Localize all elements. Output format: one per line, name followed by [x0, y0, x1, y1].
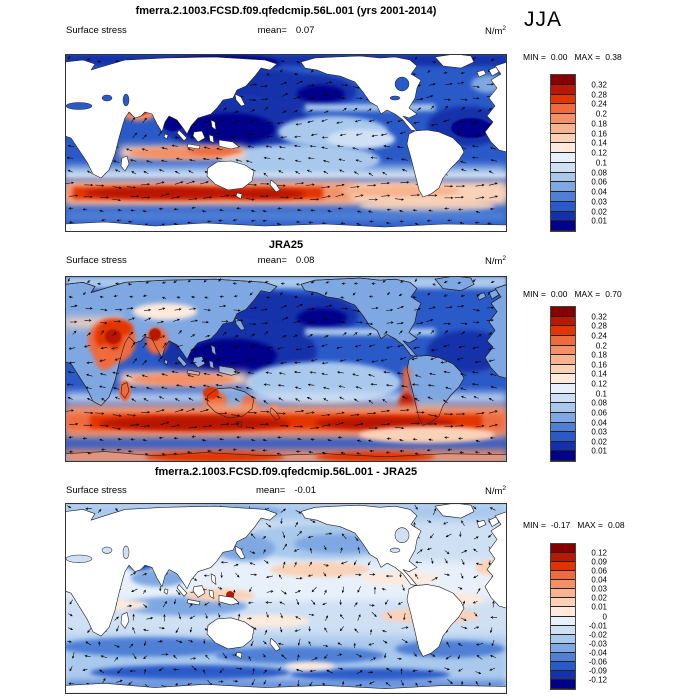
colorbar-tick-label: 0.16: [591, 360, 607, 370]
colorbar-tick-label: 0.04: [591, 187, 607, 197]
colorbar-tick-label: 0.12: [591, 548, 607, 558]
season-label: JJA: [524, 8, 563, 31]
colorbar-tick-label: 0.24: [591, 331, 607, 341]
colorbar-tick-label: 0.03: [591, 197, 607, 207]
panel2-mean: mean= 0.08: [257, 255, 315, 266]
colorbar-tick-label: 0.28: [591, 90, 607, 99]
colorbar-tick-label: 0.32: [591, 80, 607, 90]
colorbar-tick-label: -0.02: [588, 630, 607, 640]
colorbar-tick-label: 0.09: [591, 557, 607, 567]
map-jra25: [65, 276, 507, 462]
colorbar-tick-label: 0.02: [591, 593, 607, 603]
panel2-units: N/m2: [484, 255, 506, 268]
map-difference: [65, 503, 507, 694]
colorbar-tick-label: 0.16: [591, 129, 607, 138]
panel1-title: fmerra.2.1003.FCSD.f09.qfedcmip.56L.001 …: [135, 5, 437, 17]
colorbar-tick-label: 0.28: [591, 321, 607, 331]
colorbar-tick-label: 0.01: [591, 446, 607, 456]
colorbar-tick-label: 0.08: [591, 398, 607, 408]
panel3-units: N/m2: [484, 485, 506, 498]
colorbar-tick-label: 0.1: [595, 389, 607, 399]
panel3-title: fmerra.2.1003.FCSD.f09.qfedcmip.56L.001 …: [154, 466, 418, 478]
colorbar-tick-label: 0.01: [591, 216, 607, 226]
panel3-subtitle: Surface stress mean= -0.01 N/m2: [66, 485, 506, 497]
colorbar-tick-label: 0.1: [595, 158, 607, 168]
colorbar-tick-label: 0.12: [591, 148, 607, 158]
panel3-variable-label: Surface stress: [66, 485, 127, 496]
panel1-units: N/m2: [484, 25, 506, 38]
colorbar-model: 0.32 0.28 0.24 0.2 0.18 0.16 0.14 0.12 0.1 0.08 0.…: [550, 74, 607, 232]
colorbar-tick-label: -0.09: [588, 666, 607, 676]
colorbar-difference: 0.12 0.09 0.06 0.04 0.03 0.02 0.01 0 -0.01 -0.02-…: [550, 543, 607, 690]
colorbar-tick-label: 0.2: [595, 109, 607, 119]
map-model: [65, 54, 507, 232]
panel1-mean: mean= 0.07: [257, 25, 315, 36]
panel2-minmax: MIN = 0.00 MAX = 0.70: [523, 289, 622, 299]
colorbar-tick-label: 0.32: [591, 312, 607, 322]
colorbar-tick-label: 0.14: [591, 369, 607, 379]
colorbar-tick-label: 0.04: [591, 575, 607, 585]
panel3-mean: mean= -0.01: [256, 485, 316, 496]
colorbar-tick-label: -0.12: [588, 675, 607, 685]
colorbar-tick-label: 0: [602, 612, 607, 621]
colorbar-tick-label: -0.03: [588, 639, 607, 649]
colorbar-tick-label: -0.01: [588, 621, 607, 631]
colorbar-tick-label: 0.06: [591, 177, 607, 187]
colorbar-tick-label: 0.02: [591, 437, 607, 447]
panel1-subtitle: Surface stress mean= 0.07 N/m2: [66, 25, 506, 37]
panel2-title: JRA25: [268, 239, 304, 251]
colorbar-tick-label: 0.01: [591, 602, 607, 612]
colorbar-tick-label: 0.12: [591, 379, 607, 389]
colorbar-tick-label: 0.02: [591, 207, 607, 216]
panel1-variable-label: Surface stress: [66, 25, 127, 36]
colorbar-tick-label: 0.08: [591, 168, 607, 177]
colorbar-tick-label: 0.03: [591, 427, 607, 437]
colorbar-tick-label: 0.06: [591, 566, 607, 576]
colorbar-tick-label: 0.14: [591, 138, 607, 148]
panel3-minmax: MIN = -0.17 MAX = 0.08: [523, 520, 625, 530]
colorbar-tick-label: 0.04: [591, 418, 607, 427]
colorbar-jra25: 0.32 0.28 0.24 0.2 0.18 0.16 0.14 0.12 0.1 0.08 0.…: [550, 306, 607, 462]
colorbar-tick-label: -0.04: [588, 648, 607, 658]
panel1-minmax: MIN = 0.00 MAX = 0.38: [523, 52, 622, 62]
colorbar-tick-label: -0.06: [588, 657, 607, 667]
panel2-subtitle: Surface stress mean= 0.08 N/m2: [66, 255, 506, 267]
colorbar-tick-label: 0.18: [591, 350, 607, 360]
colorbar-tick-label: 0.03: [591, 584, 607, 594]
colorbar-tick-label: 0.2: [595, 341, 607, 350]
panel2-variable-label: Surface stress: [66, 255, 127, 266]
colorbar-tick-label: 0.18: [591, 119, 607, 129]
colorbar-tick-label: 0.06: [591, 408, 607, 418]
colorbar-tick-label: 0.24: [591, 99, 607, 109]
